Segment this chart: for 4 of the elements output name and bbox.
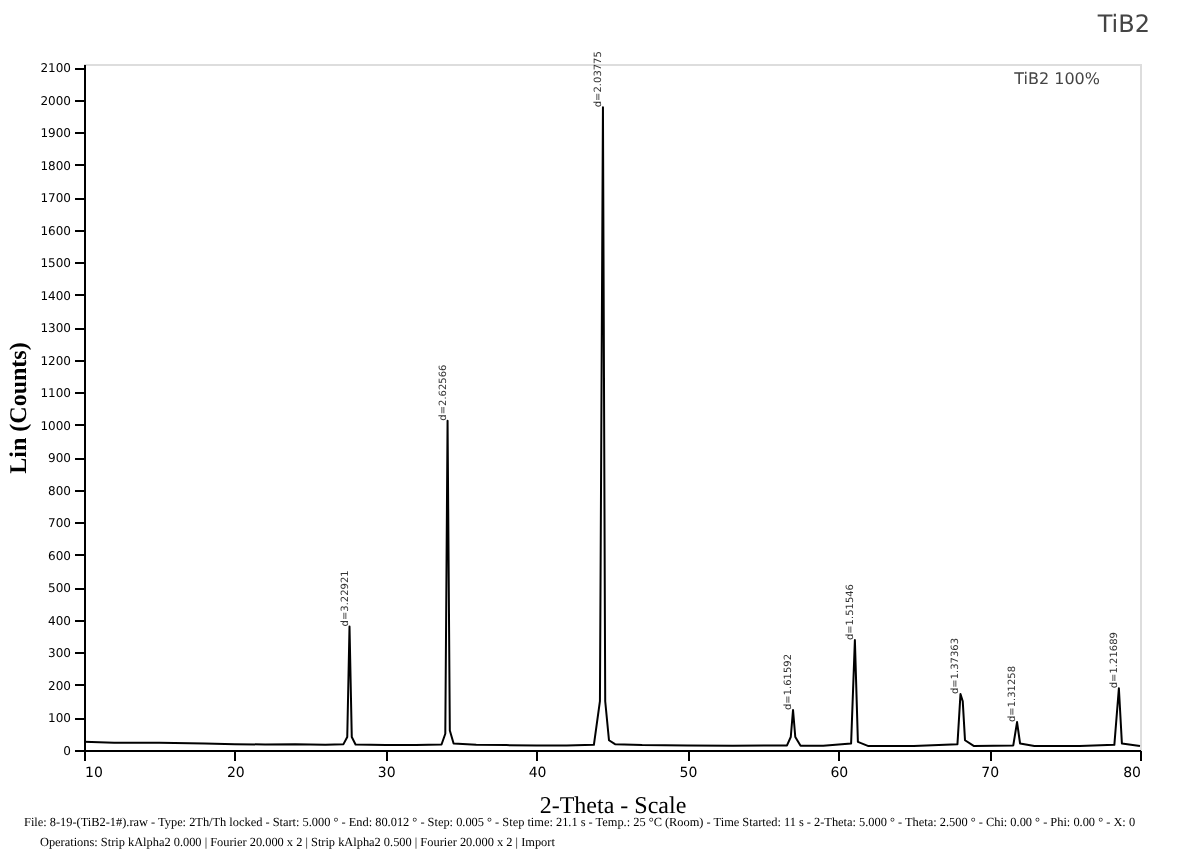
chart-title: TiB2 (1095, 10, 1150, 38)
x-axis-title: 2-Theta - Scale (539, 791, 687, 819)
annotation: TiB2 100% (1012, 70, 1101, 88)
y-axis-title: Lin (Counts) (4, 342, 33, 474)
